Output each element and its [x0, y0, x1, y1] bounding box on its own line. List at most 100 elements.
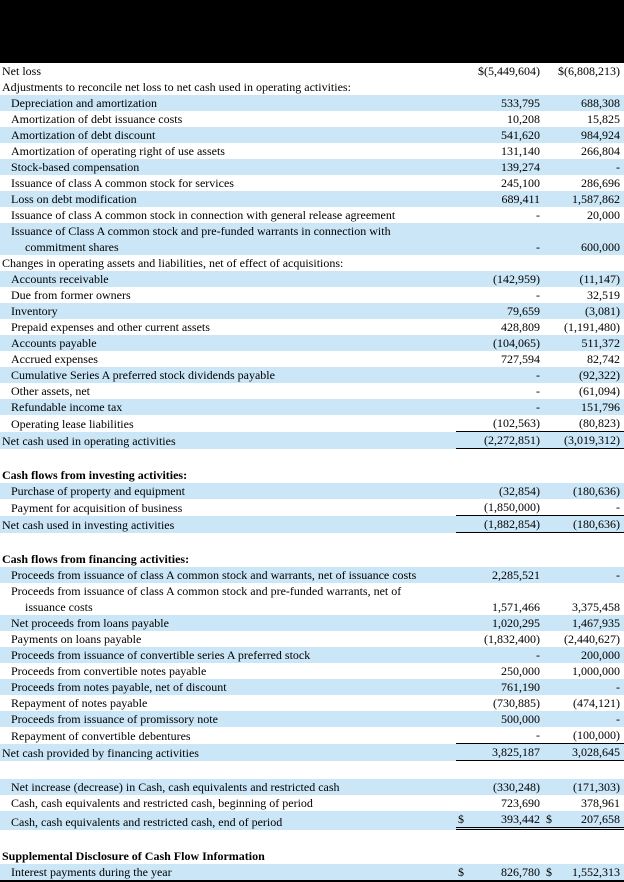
row-label: Cash, cash equivalents and restricted ca…: [11, 815, 283, 829]
value-cell: -: [456, 383, 544, 399]
value-cell: -: [456, 367, 544, 383]
row-label-line2: commitment shares: [25, 240, 119, 254]
row-label: Proceeds from issuance of class A common…: [0, 583, 456, 615]
dollar-sign: $: [458, 865, 464, 879]
row-label: Cash flows from financing activities:: [2, 552, 190, 566]
table-row: Stock-based compensation 139,274 -: [0, 159, 624, 175]
table-row: Interest payments during the year $826,78…: [0, 864, 624, 880]
value-text: 378,961: [581, 796, 620, 810]
value-text: (1,191,480): [564, 320, 620, 334]
value-cell: (104,065): [456, 335, 544, 351]
value-cell: (180,636): [544, 516, 624, 533]
table-row: Net cash used in investing activities (1,…: [0, 516, 624, 533]
table-row: Amortization of operating right of use a…: [0, 143, 624, 159]
value-cell: 245,100: [456, 175, 544, 191]
value-cell: 2,285,521: [456, 567, 544, 583]
row-label-line1: Issuance of Class A common stock and pre…: [11, 224, 391, 238]
value-cell: 82,742: [544, 351, 624, 367]
value-text: -: [536, 400, 540, 414]
value-cell: (92,322): [544, 367, 624, 383]
value-text: -: [536, 728, 540, 742]
value-cell: -: [456, 239, 544, 255]
row-label: Proceeds from issuance of class A common…: [11, 568, 417, 582]
table-row: Depreciation and amortization 533,795 688,…: [0, 95, 624, 111]
value-cell: 428,809: [456, 319, 544, 335]
value-cell: (474,121): [544, 695, 624, 711]
value-cell: 286,696: [544, 175, 624, 191]
value-text: (330,248): [493, 780, 540, 794]
row-label: Amortization of operating right of use a…: [11, 144, 225, 158]
row-label: Net cash used in operating activities: [2, 434, 176, 448]
row-label: Proceeds from convertible notes payable: [11, 664, 207, 678]
row-label: Repayment of notes payable: [11, 696, 148, 710]
value-text: (1,850,000): [484, 500, 540, 514]
value-cell: 1,467,935: [544, 615, 624, 631]
table-row: Adjustments to reconcile net loss to net…: [0, 79, 624, 95]
value-text: -: [536, 368, 540, 382]
spacer-row: [0, 449, 624, 467]
value-cell: 1,000,000: [544, 663, 624, 679]
value-cell: 688,308: [544, 95, 624, 111]
value-text: (180,636): [573, 517, 620, 531]
value-text: 723,690: [501, 796, 540, 810]
value-text: (474,121): [573, 696, 620, 710]
table-row: Issuance of class A common stock for ser…: [0, 175, 624, 191]
value-cell: 10,208: [456, 111, 544, 127]
value-text: 727,594: [501, 352, 540, 366]
row-label: Proceeds from issuance of promissory not…: [11, 712, 218, 726]
value-text: (61,094): [579, 384, 620, 398]
value-cell: -: [456, 287, 544, 303]
value-text: $(6,808,213): [558, 64, 620, 78]
spacer-row: [0, 533, 624, 551]
value-cell: 266,804: [544, 143, 624, 159]
row-label: Net proceeds from loans payable: [11, 616, 169, 630]
value-cell: 151,796: [544, 399, 624, 415]
table-row: Inventory 79,659 (3,081): [0, 303, 624, 319]
value-text: 393,442: [501, 812, 540, 826]
value-text: 541,620: [501, 128, 540, 142]
value-text: $(5,449,604): [478, 64, 540, 78]
value-cell: 139,274: [456, 159, 544, 175]
table-row: Repayment of notes payable (730,885) (474,…: [0, 695, 624, 711]
value-text: (80,823): [579, 416, 620, 430]
row-label: Changes in operating assets and liabilit…: [2, 256, 344, 270]
value-cell: (2,272,851): [456, 432, 544, 449]
value-text: (3,019,312): [564, 433, 620, 447]
value-text: -: [536, 648, 540, 662]
table-row: Accounts payable (104,065) 511,372: [0, 335, 624, 351]
dollar-sign: $: [546, 812, 552, 826]
value-text: 533,795: [501, 96, 540, 110]
value-cell: 20,000: [544, 207, 624, 223]
table-row: Purchase of property and equipment (32,85…: [0, 483, 624, 499]
value-cell: 250,000: [456, 663, 544, 679]
value-text: (102,563): [493, 416, 540, 430]
value-text: 761,190: [501, 680, 540, 694]
section-header-row: Cash flows from investing activities:: [0, 467, 624, 483]
value-cell: 984,924: [544, 127, 624, 143]
value-cell: (1,882,854): [456, 516, 544, 533]
value-text: 200,000: [581, 648, 620, 662]
value-text: -: [536, 288, 540, 302]
value-text: 15,825: [587, 112, 620, 126]
value-cell: (32,854): [456, 483, 544, 499]
row-label: Issuance of class A common stock in conn…: [11, 208, 396, 222]
value-cell: $(6,808,213): [544, 63, 624, 79]
table-row: Proceeds from issuance of convertible se…: [0, 647, 624, 663]
value-cell: (61,094): [544, 383, 624, 399]
table-row: Refundable income tax - 151,796: [0, 399, 624, 415]
value-cell: -: [544, 567, 624, 583]
value-text: 82,742: [587, 352, 620, 366]
row-label: Payment for acquisition of business: [11, 501, 183, 515]
value-cell: (3,019,312): [544, 432, 624, 449]
value-cell: -: [456, 207, 544, 223]
value-cell: -: [544, 679, 624, 695]
table-row: Proceeds from issuance of class A common…: [0, 583, 624, 615]
table-row: Proceeds from notes payable, net of disc…: [0, 679, 624, 695]
row-label: Accounts payable: [11, 336, 97, 350]
table-row: Changes in operating assets and liabilit…: [0, 255, 624, 271]
value-cell: $826,780: [456, 864, 544, 880]
value-cell: 533,795: [456, 95, 544, 111]
table-row: Cumulative Series A preferred stock divi…: [0, 367, 624, 383]
value-cell: (171,303): [544, 779, 624, 795]
value-cell: $1,552,313: [544, 864, 624, 880]
